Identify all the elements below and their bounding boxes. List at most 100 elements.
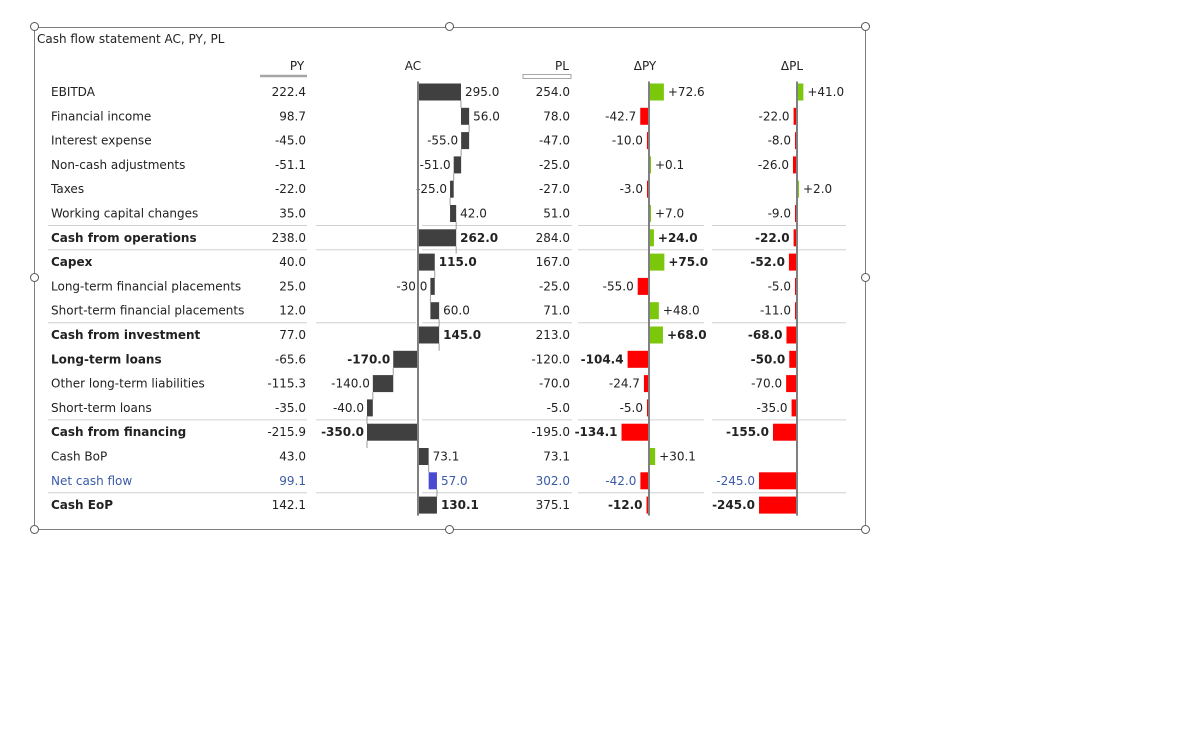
dpl-value: -155.0 <box>726 425 769 439</box>
pl-value: -27.0 <box>539 182 570 196</box>
dpy-bar <box>646 132 649 150</box>
dpl-value: -35.0 <box>757 401 788 415</box>
dpl-bar <box>791 399 797 417</box>
dpy-bar <box>649 326 663 344</box>
resize-handle-top-left[interactable] <box>30 22 39 31</box>
dpy-value: -134.1 <box>575 425 618 439</box>
resize-handle-top-center[interactable] <box>445 22 454 31</box>
ac-value: 42.0 <box>460 207 487 221</box>
row-label: EBITDA <box>51 85 96 99</box>
dpl-bar <box>792 156 797 174</box>
resize-handle-middle-right[interactable] <box>861 273 870 282</box>
ac-value: 57.0 <box>441 474 468 488</box>
row-label: Other long-term liabilities <box>51 377 205 391</box>
pl-value: -25.0 <box>539 279 570 293</box>
dpy-bar <box>637 277 649 295</box>
pl-value: 167.0 <box>536 255 570 269</box>
dpy-value: -42.0 <box>605 474 636 488</box>
pl-value: -5.0 <box>547 401 570 415</box>
resize-handle-middle-left[interactable] <box>30 273 39 282</box>
dpy-bar <box>649 302 659 320</box>
dpl-value: -26.0 <box>758 158 789 172</box>
row-label: Cash BoP <box>51 450 107 464</box>
pl-value: 51.0 <box>543 207 570 221</box>
header-py: PY <box>290 59 305 73</box>
dpl-bar <box>786 326 797 344</box>
ac-bar <box>430 277 435 295</box>
row-label: Interest expense <box>51 134 152 148</box>
ac-bar <box>418 496 437 514</box>
row-label: Long-term financial placements <box>51 279 241 293</box>
dpl-bar <box>793 107 797 125</box>
header-ac: AC <box>405 59 421 73</box>
dpl-bar <box>759 472 797 490</box>
pl-value: -70.0 <box>539 377 570 391</box>
dpl-bar <box>788 253 797 271</box>
ac-bar <box>460 107 470 125</box>
resize-handle-bottom-right[interactable] <box>861 525 870 534</box>
dpl-value: -22.0 <box>759 109 790 123</box>
ac-value: -350.0 <box>321 425 364 439</box>
resize-handle-bottom-left[interactable] <box>30 525 39 534</box>
dpl-bar <box>797 83 804 101</box>
dpy-bar <box>643 375 649 393</box>
row-label: Taxes <box>50 182 84 196</box>
header-dpy: ΔPY <box>634 59 657 73</box>
ac-bar <box>453 156 462 174</box>
py-value: -22.0 <box>275 182 306 196</box>
py-value: 43.0 <box>279 450 306 464</box>
dpl-bar <box>793 229 797 247</box>
row-label: Cash EoP <box>51 498 113 512</box>
dpl-value: -52.0 <box>750 255 785 269</box>
ac-bar <box>418 229 457 247</box>
dpl-value: +41.0 <box>807 85 844 99</box>
dpy-bar <box>640 472 649 490</box>
py-value: 40.0 <box>279 255 306 269</box>
py-value: 35.0 <box>279 207 306 221</box>
header-pl-marker <box>522 74 572 79</box>
ac-bar <box>418 326 440 344</box>
row-label: Non-cash adjustments <box>51 158 185 172</box>
ac-value: 295.0 <box>465 85 499 99</box>
dpl-value: -11.0 <box>760 304 791 318</box>
py-value: -45.0 <box>275 134 306 148</box>
row-label: Net cash flow <box>51 474 132 488</box>
ac-bar <box>367 399 373 417</box>
dpy-bar <box>646 496 649 514</box>
dpy-bar <box>627 350 649 368</box>
py-value: 12.0 <box>279 304 306 318</box>
resize-handle-top-right[interactable] <box>861 22 870 31</box>
dpy-value: -3.0 <box>620 182 643 196</box>
pl-value: 254.0 <box>536 85 570 99</box>
row-label: Cash from operations <box>51 231 197 245</box>
dpy-value: +72.6 <box>668 85 705 99</box>
row-label: Financial income <box>51 109 151 123</box>
py-value: 238.0 <box>272 231 306 245</box>
ac-value: 56.0 <box>473 109 500 123</box>
dpy-value: -42.7 <box>605 109 636 123</box>
pl-value: -195.0 <box>531 425 570 439</box>
dpy-bar <box>621 423 649 441</box>
resize-handle-bottom-center[interactable] <box>445 525 454 534</box>
dpl-bar <box>789 350 797 368</box>
py-value: -65.6 <box>275 352 306 366</box>
ac-bar <box>450 205 457 222</box>
dpy-value: -24.7 <box>609 377 640 391</box>
py-value: -51.1 <box>275 158 306 172</box>
dpy-value: +30.1 <box>659 450 696 464</box>
dpl-value: -50.0 <box>751 352 786 366</box>
pl-value: 71.0 <box>543 304 570 318</box>
ac-bar <box>461 132 470 150</box>
header-dpl: ΔPL <box>781 59 803 73</box>
pl-value: -25.0 <box>539 158 570 172</box>
py-value: -115.3 <box>267 377 306 391</box>
pl-value: 213.0 <box>536 328 570 342</box>
ac-bar <box>430 302 440 320</box>
ac-value: -140.0 <box>331 377 370 391</box>
ac-value: 262.0 <box>460 231 498 245</box>
ac-value: -30.0 <box>396 279 427 293</box>
py-value: 98.7 <box>279 109 306 123</box>
pl-value: 284.0 <box>536 231 570 245</box>
dpy-value: +68.0 <box>667 328 707 342</box>
